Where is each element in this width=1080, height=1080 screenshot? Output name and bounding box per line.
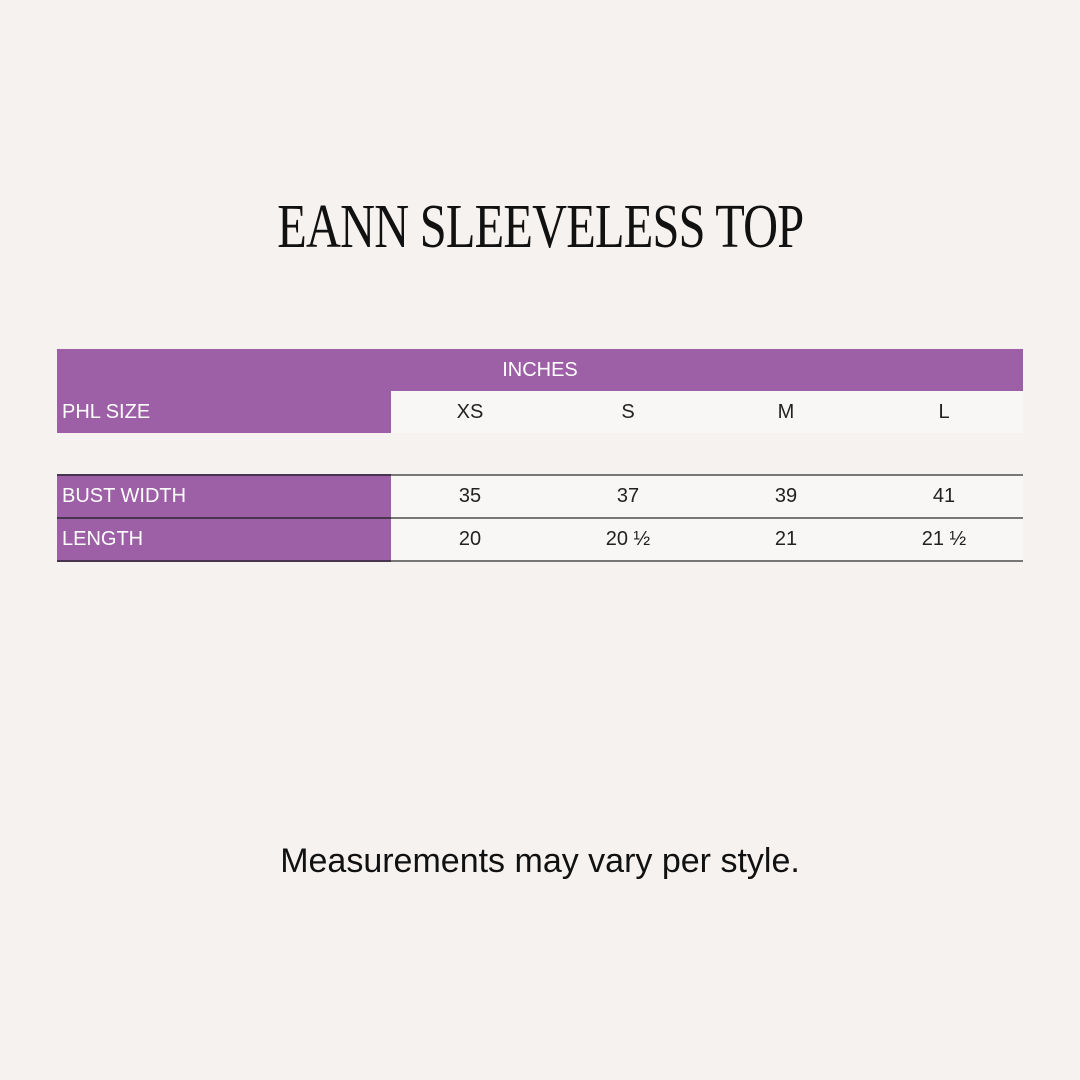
page-title-text: EANN SLEEVELESS TOP bbox=[276, 193, 804, 261]
row-label-bust-width: BUST WIDTH bbox=[57, 475, 391, 518]
page-title: EANN SLEEVELESS TOP bbox=[0, 192, 1080, 263]
bust-m: 39 bbox=[707, 475, 865, 518]
size-label: PHL SIZE bbox=[57, 391, 391, 433]
size-xs: XS bbox=[391, 391, 549, 433]
length-xs: 20 bbox=[391, 518, 549, 561]
unit-header: INCHES bbox=[57, 349, 1023, 391]
row-divider bbox=[57, 474, 1023, 476]
disclaimer-text: Measurements may vary per style. bbox=[280, 842, 800, 880]
length-m: 21 bbox=[707, 518, 865, 561]
length-s: 20 ½ bbox=[549, 518, 707, 561]
row-label-length: LENGTH bbox=[57, 518, 391, 561]
size-s: S bbox=[549, 391, 707, 433]
row-divider bbox=[57, 560, 1023, 562]
size-l: L bbox=[865, 391, 1023, 433]
bust-xs: 35 bbox=[391, 475, 549, 518]
bust-s: 37 bbox=[549, 475, 707, 518]
row-divider bbox=[57, 517, 1023, 519]
bust-l: 41 bbox=[865, 475, 1023, 518]
size-m: M bbox=[707, 391, 865, 433]
length-l: 21 ½ bbox=[865, 518, 1023, 561]
